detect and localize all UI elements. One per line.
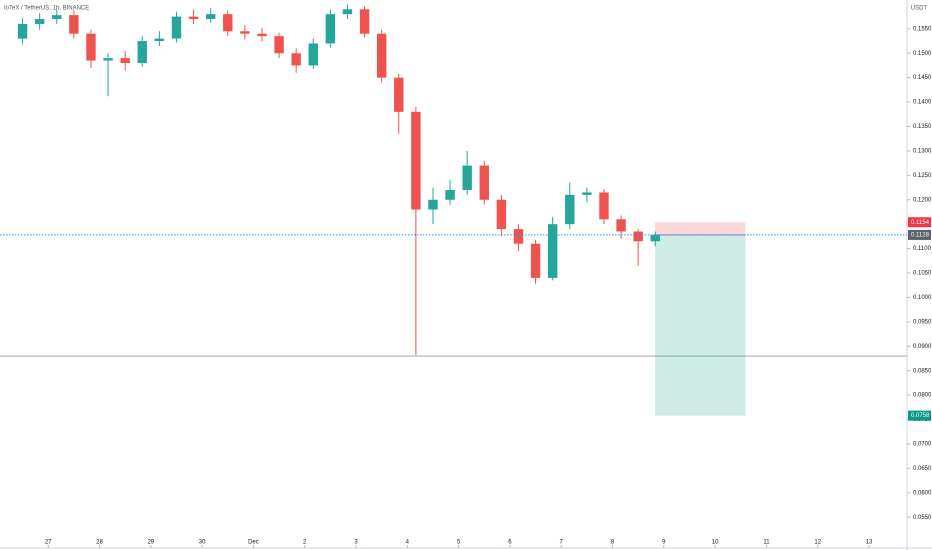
candle-body [445, 189, 455, 200]
x-tick-label: 27 [45, 540, 52, 546]
candle-body [530, 243, 541, 278]
y-tick-label: 0.0550 [913, 515, 932, 521]
candle-body [137, 41, 147, 64]
candle-body [52, 15, 62, 20]
candle-body [565, 194, 575, 225]
stop-label: 0.1154 [911, 220, 930, 226]
candle-body [223, 14, 233, 32]
y-tick-label: 0.1550 [913, 26, 932, 32]
candle-body [496, 199, 507, 230]
stop-zone [655, 222, 746, 235]
y-tick-label: 0.1450 [913, 75, 932, 81]
y-tick-label: 0.0650 [913, 466, 932, 472]
candle-body [17, 23, 28, 39]
candle-body [359, 9, 370, 34]
y-tick-label: 0.1500 [913, 51, 932, 57]
candle-body [462, 165, 472, 190]
candle-body [633, 231, 643, 242]
candle-body [240, 31, 250, 34]
x-tick-label: 10 [712, 540, 719, 546]
candle-body [291, 53, 301, 66]
candle-body [428, 199, 438, 210]
candle-body [86, 33, 96, 61]
candle-body [120, 58, 130, 64]
candle-body [205, 14, 216, 20]
x-tick-label: 7 [560, 540, 564, 546]
x-tick-label: 9 [662, 540, 666, 546]
candle-body [513, 229, 524, 244]
candle-body [257, 33, 267, 37]
last-price-label-bg [908, 229, 931, 240]
y-tick-label: 0.1100 [913, 246, 932, 252]
candle-body [342, 9, 353, 15]
candle-body [394, 77, 404, 112]
x-tick-label: 5 [457, 540, 461, 546]
candle-body [411, 111, 421, 210]
candle-body [582, 192, 592, 195]
y-tick-label: 0.0950 [913, 319, 932, 325]
chart-title: IoTeX / TetherUS, 1h, BINANCE [4, 6, 89, 12]
candle-body [308, 43, 318, 66]
y-tick-label: 0.1400 [913, 100, 932, 106]
y-tick-label: 0.1000 [913, 295, 932, 301]
y-tick-label: 0.1350 [913, 124, 932, 130]
y-tick-label: 0.1200 [913, 197, 932, 203]
candle-body [154, 38, 165, 42]
y-tick-label: 0.1300 [913, 148, 932, 154]
candle-body [650, 234, 660, 242]
target-label: 0.0758 [911, 413, 930, 419]
candle-body [599, 192, 609, 220]
candle-body [103, 58, 113, 61]
last-price-label: 0.1128 [911, 233, 930, 239]
x-tick-label: 2 [303, 540, 307, 546]
x-tick-label: Dec [248, 540, 259, 546]
candle-body [34, 19, 45, 24]
x-tick-label: 8 [611, 540, 615, 546]
x-tick-label: 28 [96, 540, 103, 546]
x-tick-label: 11 [763, 540, 770, 546]
candle-body [188, 16, 199, 20]
x-tick-label: 4 [406, 540, 410, 546]
candle-body [547, 224, 558, 278]
y-tick-label: 0.1250 [913, 173, 932, 179]
x-tick-label: 13 [866, 540, 873, 546]
candle-body [479, 165, 489, 200]
candle-body [325, 14, 336, 44]
x-tick-label: 29 [147, 540, 154, 546]
y-tick-label: 0.0600 [913, 490, 932, 496]
candle-body [274, 36, 284, 54]
x-tick-label: 30 [199, 540, 206, 546]
candle-body [69, 15, 79, 34]
x-tick-label: 6 [508, 540, 512, 546]
currency-label: USDT [911, 6, 928, 12]
x-tick-label: 12 [814, 540, 821, 546]
target-label-bg [908, 410, 931, 421]
candle-body [616, 219, 626, 232]
x-tick-label: 3 [354, 540, 358, 546]
y-tick-label: 0.0900 [913, 344, 932, 350]
y-tick-label: 0.1050 [913, 271, 932, 277]
y-tick-label: 0.0700 [913, 442, 932, 448]
candle-body [171, 16, 182, 39]
candle-body [376, 33, 387, 78]
target-zone [655, 234, 746, 416]
y-tick-label: 0.0800 [913, 393, 932, 399]
y-tick-label: 0.0850 [913, 368, 932, 374]
stop-label-bg [908, 217, 931, 228]
